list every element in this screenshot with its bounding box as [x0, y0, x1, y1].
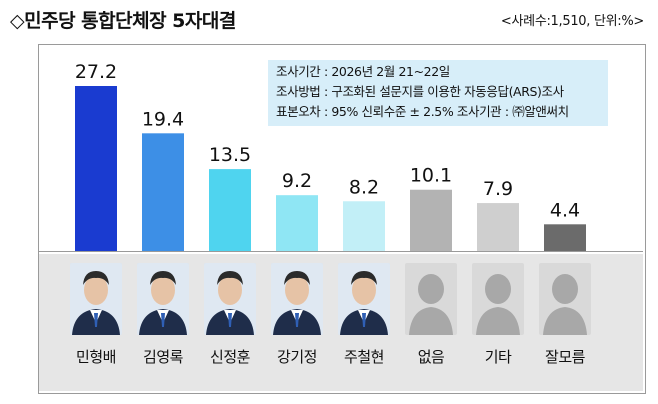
- bar-3: [209, 169, 251, 251]
- category-label: 김영록: [143, 348, 183, 366]
- bar-4: [276, 195, 318, 251]
- silhouette-icon: [472, 263, 524, 335]
- sample-note: <사례수:1,510, 단위:%>: [500, 14, 644, 29]
- candidate-photo: [338, 263, 390, 335]
- survey-error: 표본오차 : 95% 신뢰수준 ± 2.5% 조사기관 : ㈜알앤써치: [276, 104, 569, 119]
- bar-value-label: 13.5: [209, 144, 251, 166]
- bar-2: [142, 133, 184, 251]
- chart-title: ◇민주당 통합단체장 5자대결: [10, 10, 236, 32]
- candidate-photo: [70, 263, 122, 335]
- candidate-photo: [137, 263, 189, 335]
- bar-value-label: 4.4: [550, 199, 580, 221]
- survey-period: 조사기간 : 2026년 2월 21~22일: [276, 64, 450, 79]
- bar-1: [75, 86, 117, 251]
- category-label: 민형배: [76, 348, 116, 366]
- bar-6: [410, 189, 452, 251]
- survey-info-box: 조사기간 : 2026년 2월 21~22일 조사방법 : 구조화된 설문지를 …: [268, 60, 608, 126]
- bar-5: [343, 201, 385, 251]
- bar-7: [477, 203, 519, 251]
- survey-method: 조사방법 : 구조화된 설문지를 이용한 자동응답(ARS)조사: [276, 84, 564, 99]
- silhouette-icon: [539, 263, 591, 335]
- candidate-photo: [271, 263, 323, 335]
- category-label: 없음: [417, 348, 445, 366]
- silhouette-icon: [405, 263, 457, 335]
- bar-8: [544, 224, 586, 251]
- bar-value-label: 10.1: [410, 165, 452, 187]
- category-label: 강기정: [277, 348, 317, 366]
- bar-value-label: 9.2: [282, 170, 312, 192]
- bar-value-label: 19.4: [142, 108, 184, 130]
- bar-value-label: 27.2: [75, 61, 117, 83]
- bar-value-label: 8.2: [349, 176, 379, 198]
- category-label: 주철현: [344, 348, 384, 366]
- category-label: 잘모름: [545, 348, 585, 366]
- candidate-photo: [204, 263, 256, 335]
- category-label: 기타: [484, 348, 512, 366]
- bar-value-label: 7.9: [483, 178, 513, 200]
- category-label: 신정훈: [210, 348, 250, 366]
